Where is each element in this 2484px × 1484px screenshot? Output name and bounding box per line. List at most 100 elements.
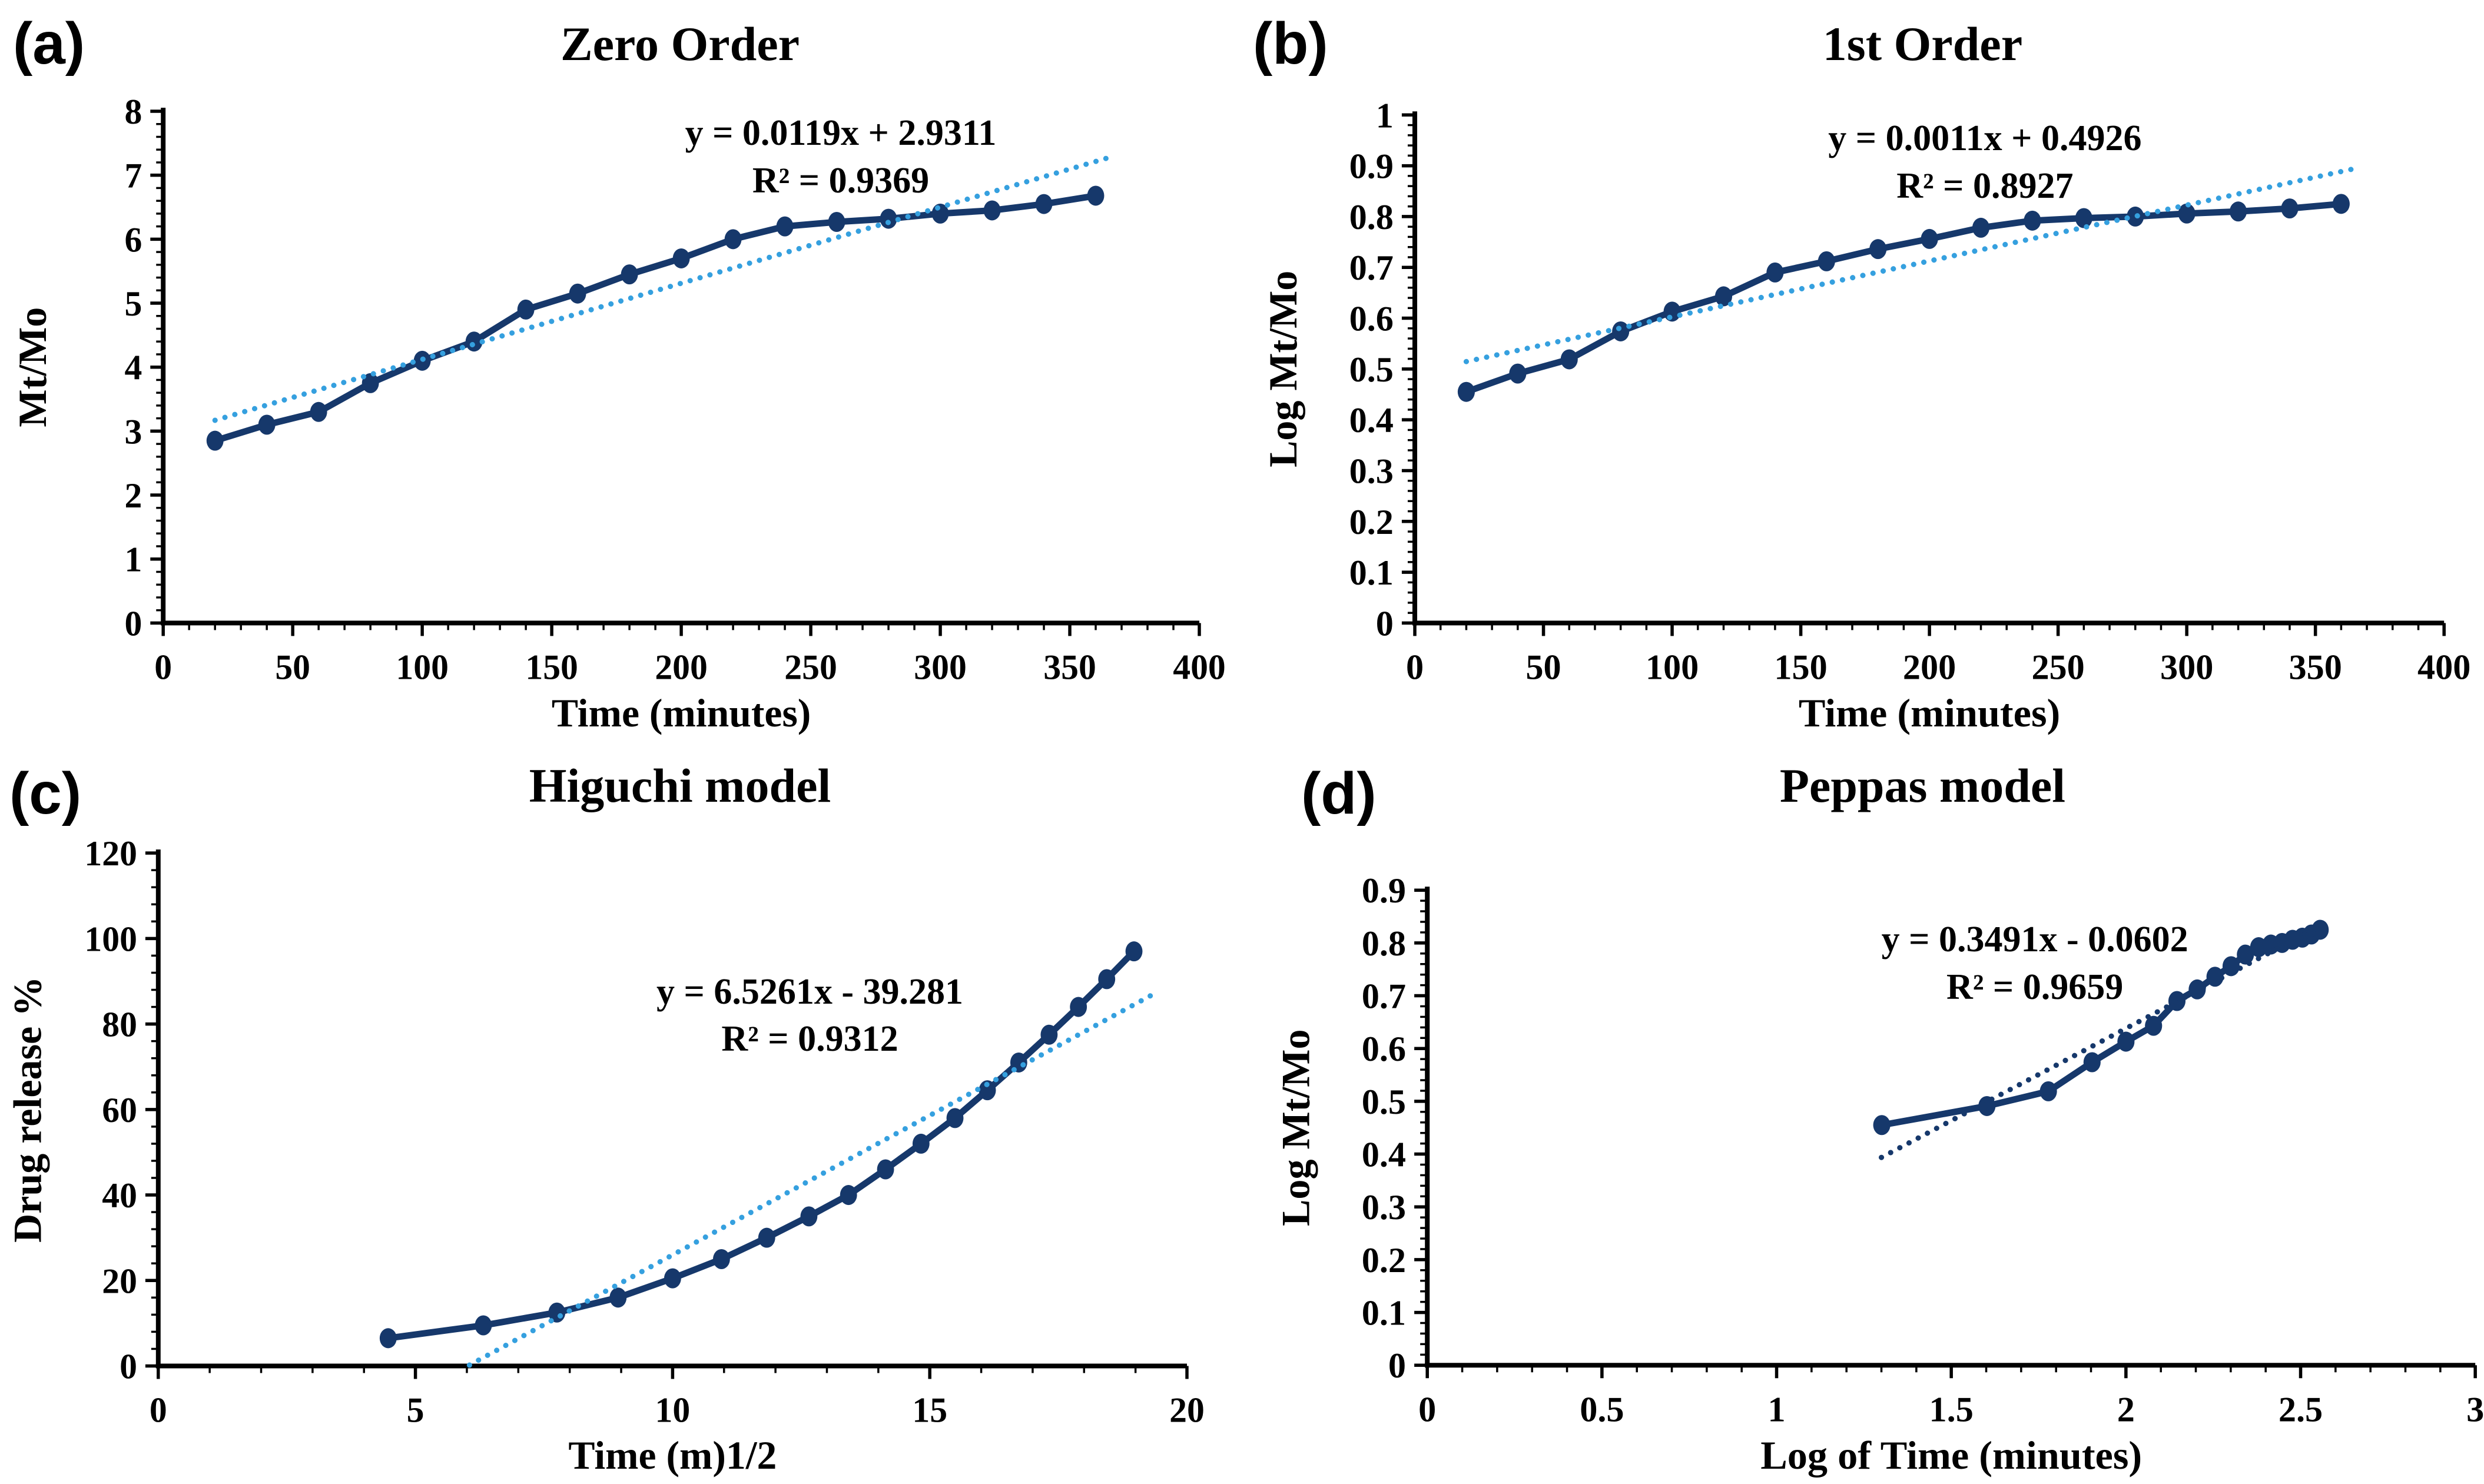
x-tick-label: 300 (914, 648, 967, 686)
x-tick-label: 3 (2466, 1390, 2484, 1429)
y-tick-label: 0.7 (1362, 977, 1406, 1017)
y-tick-label: 0 (125, 604, 142, 643)
data-point-marker (1612, 321, 1630, 341)
y-tick-label: 0.1 (1349, 553, 1394, 593)
y-axis-title: Mt/Mo (11, 307, 55, 427)
data-point-marker (206, 430, 224, 451)
y-tick-label: 0.6 (1349, 300, 1394, 339)
x-tick-label: 50 (275, 648, 310, 686)
first-order-plot: 0 50 100 150 200 250 300 350 400 0 0.1 0.2 0.3 0.4 0.5… (1261, 96, 2470, 735)
data-point-marker (609, 1287, 627, 1308)
panel-peppas: (d) Peppas model y = 0.3491x - 0.0602 R²… (1236, 742, 2484, 1484)
data-point-marker (2222, 956, 2240, 977)
x-tick-label: 2 (2117, 1390, 2135, 1429)
y-tick-label: 0.1 (1362, 1294, 1406, 1333)
data-point-marker (800, 1206, 818, 1227)
data-point-marker (2024, 210, 2041, 231)
x-tick-label: 0 (1418, 1390, 1436, 1429)
x-axis-title: Log of Time (minutes) (1760, 1433, 2142, 1478)
y-tick-label: 6 (125, 220, 142, 259)
y-tick-label: 40 (102, 1176, 137, 1215)
panel-zero-order: (a) Zero Order y = 0.0119x + 2.9311 R² =… (0, 0, 1236, 742)
x-tick-label: 250 (2031, 648, 2084, 688)
y-tick-label: 0 (120, 1347, 137, 1386)
data-point-marker (983, 200, 1001, 221)
y-tick-label: 60 (102, 1091, 137, 1130)
y-tick-label: 120 (84, 834, 137, 873)
y-tick-label: 0.4 (1349, 401, 1394, 440)
data-point-marker (1972, 217, 1990, 238)
trendline-equation: y = 0.0119x + 2.9311 (685, 113, 997, 154)
x-tick-label: 1.5 (1929, 1390, 1974, 1429)
y-tick-label: 0.8 (1349, 198, 1394, 237)
y-tick-label: 0.9 (1349, 147, 1394, 187)
y-tick-label: 0.6 (1362, 1030, 1406, 1069)
trendline-dotted (212, 155, 1112, 423)
trendline-annotation-c: y = 6.5261x - 39.281 R² = 0.9312 (656, 968, 963, 1063)
data-point-marker (2311, 919, 2329, 940)
panel-letter-c: (c) (9, 761, 82, 826)
x-tick-label: 350 (1043, 648, 1096, 686)
data-point-marker (2083, 1052, 2101, 1073)
data-point-marker (1766, 262, 1784, 283)
data-point-marker (840, 1185, 857, 1206)
data-point-marker (828, 212, 845, 233)
axes: 0 50 100 150 200 250 300 350 400 0 1 2 3 4 5 6 7 8 Time (m… (11, 92, 1225, 735)
data-point-marker (2332, 194, 2350, 214)
trendline-equation: y = 6.5261x - 39.281 (656, 971, 963, 1012)
x-tick-label: 100 (396, 648, 449, 686)
data-point-marker (1098, 969, 1116, 990)
zero-order-plot: 0 50 100 150 200 250 300 350 400 0 1 2 3 4 5 6 7 8 Time (m… (11, 92, 1225, 735)
x-tick-label: 50 (1525, 648, 1561, 688)
data-series-line (1462, 200, 2344, 396)
data-point-marker (2117, 1031, 2135, 1052)
data-point-marker (2229, 201, 2247, 222)
x-tick-label: 20 (1169, 1390, 1205, 1429)
panel-higuchi: (c) Higuchi model y = 6.5261x - 39.281 R… (0, 742, 1236, 1484)
y-tick-label: 1 (125, 540, 142, 579)
x-tick-label: 200 (655, 648, 708, 686)
y-tick-label: 20 (102, 1261, 137, 1300)
data-point-marker (1714, 286, 1733, 307)
y-tick-label: 8 (125, 92, 142, 131)
y-tick-label: 0.5 (1362, 1083, 1406, 1122)
data-point-marker (1070, 997, 1087, 1017)
data-point-marker (1035, 194, 1053, 214)
r-squared-value: R² = 0.9312 (721, 1019, 898, 1060)
data-point-marker (724, 229, 742, 250)
r-squared-value: R² = 0.9659 (1946, 967, 2124, 1007)
trendline-equation: y = 0.3491x - 0.0602 (1881, 919, 2188, 960)
trendline-annotation-a: y = 0.0119x + 2.9311 R² = 0.9369 (685, 109, 997, 204)
data-point-marker (621, 264, 638, 285)
axes: 0 5 10 15 20 0 20 40 60 80 100 120 Time (m)1/2 Drug r… (6, 834, 1205, 1478)
data-point-marker (877, 1159, 894, 1180)
x-tick-label: 150 (1774, 648, 1827, 688)
data-point-marker (1457, 381, 1475, 402)
axes: 0 0.5 1 1.5 2 2.5 3 0 0.1 0.2 0.3 0.4 0.5 0.6 0.7 0.8 0.… (1273, 871, 2484, 1478)
data-point-marker (912, 1133, 930, 1154)
trendline-annotation-d: y = 0.3491x - 0.0602 R² = 0.9659 (1882, 916, 2188, 1011)
data-point-marker (258, 414, 276, 435)
y-tick-label: 5 (125, 284, 142, 323)
panel-letter-a: (a) (13, 11, 85, 77)
y-tick-label: 0.3 (1349, 452, 1394, 492)
x-axis-title: Time (minutes) (1799, 690, 2060, 735)
y-axis-title: Log Mt/Mo (1273, 1029, 1318, 1226)
data-point-marker (2281, 198, 2299, 219)
data-point-marker (1509, 363, 1527, 384)
chart-title-zero-order: Zero Order (560, 16, 800, 71)
x-tick-label: 0 (154, 648, 172, 686)
y-tick-label: 0.9 (1362, 871, 1406, 911)
data-point-marker (1087, 185, 1105, 206)
chart-title-higuchi: Higuchi model (529, 758, 831, 812)
data-point-marker (1663, 301, 1681, 322)
x-tick-label: 10 (655, 1390, 691, 1429)
y-tick-label: 0.2 (1349, 503, 1394, 542)
y-tick-label: 7 (125, 157, 142, 195)
x-axis-title: Time (m)1/2 (568, 1433, 777, 1478)
data-point-marker (310, 401, 327, 422)
data-point-marker (362, 373, 379, 393)
x-tick-label: 400 (2417, 648, 2470, 688)
data-point-marker (712, 1249, 730, 1269)
r-squared-value: R² = 0.9369 (752, 161, 930, 201)
